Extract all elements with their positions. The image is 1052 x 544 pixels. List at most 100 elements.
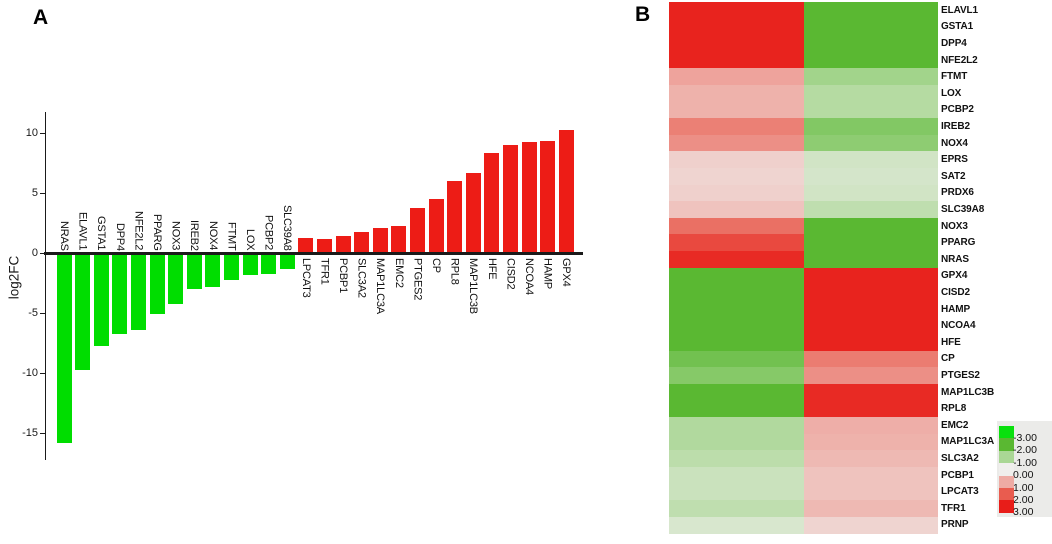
heatmap-cell (803, 35, 938, 53)
heatmap-cell (803, 367, 938, 385)
heatmap-cell (669, 500, 804, 517)
bar (372, 228, 388, 254)
heatmap-row-label: PTGES2 (941, 369, 980, 381)
legend-color-swatch (999, 500, 1014, 514)
heatmap-cell (803, 51, 938, 69)
heatmap-cell (669, 68, 804, 86)
heatmap-row-label: CP (941, 353, 955, 365)
legend-color-swatch (999, 463, 1014, 476)
y-tick-label: -15 (22, 426, 38, 439)
bar (186, 253, 202, 290)
heatmap-cell (669, 433, 804, 451)
heatmap-cell (803, 417, 938, 434)
heatmap-row-label: PRNP (941, 519, 969, 531)
legend-color-swatch (999, 450, 1014, 464)
heatmap-cell (669, 466, 804, 484)
heatmap-cell (669, 251, 804, 268)
heatmap-cell (803, 284, 938, 302)
bar-label: NOX3 (169, 221, 182, 251)
heatmap-row-label: HFE (941, 336, 961, 348)
heatmap-row-label: ELAVL1 (941, 4, 978, 16)
bar-label: CP (430, 258, 442, 273)
bar-label: NFE2L2 (132, 211, 145, 251)
heatmap-cell (803, 101, 938, 119)
panel-b-label: B (635, 3, 651, 26)
legend-color-swatch (999, 475, 1014, 489)
bar (75, 253, 91, 370)
heatmap-cell (803, 500, 938, 517)
heatmap-cell (803, 317, 938, 335)
bar-label: PCBP2 (262, 215, 275, 251)
y-tick-label: 0 (31, 246, 38, 259)
zero-line (44, 251, 583, 255)
bar (56, 253, 72, 443)
bar-label: HFE (485, 258, 498, 280)
bar-label: LOX (244, 229, 256, 251)
heatmap-cell (803, 300, 938, 318)
heatmap-row-label: EMC2 (941, 419, 969, 431)
heatmap-row-label: GPX4 (941, 270, 968, 282)
heatmap-cell (803, 184, 938, 202)
heatmap-row-label: PCBP1 (941, 469, 974, 481)
bar (391, 225, 407, 254)
heatmap-cell (669, 2, 804, 19)
heatmap-cell (669, 483, 804, 501)
bar-label: GSTA1 (95, 216, 108, 251)
bar (130, 253, 146, 331)
heatmap-row-label: SLC3A2 (941, 452, 979, 464)
heatmap-cell (803, 68, 938, 86)
bar (298, 238, 314, 254)
bar (261, 253, 277, 274)
heatmap-cell (669, 383, 804, 401)
legend-color-swatch (999, 426, 1014, 439)
bar (149, 253, 165, 315)
bar-label: LPCAT3 (299, 258, 312, 298)
heatmap-row-label: NCOA4 (941, 320, 976, 332)
bar (484, 152, 500, 254)
legend-tick-label: 0.00 (1013, 469, 1034, 482)
heatmap-cell (669, 118, 804, 136)
bar-label: NCOA4 (523, 258, 535, 295)
y-tick-label: -5 (28, 306, 38, 319)
heatmap-cell (803, 483, 938, 501)
panel-a-label: A (33, 6, 49, 29)
heatmap-row-label: HAMP (941, 303, 971, 315)
heatmap-cell (803, 234, 938, 252)
bar-label: TFR1 (318, 258, 331, 285)
bar-label: IREB2 (188, 219, 201, 251)
heatmap-cell (803, 433, 938, 451)
bar (93, 253, 109, 346)
bar (168, 253, 184, 304)
bar (447, 181, 463, 254)
heatmap-cell (669, 168, 804, 185)
heatmap-row-label: RPL8 (941, 403, 967, 415)
heatmap-row-label: PCBP2 (941, 104, 974, 116)
heatmap-cell (669, 516, 804, 534)
heatmap-cell (803, 400, 938, 418)
bar-label: ELAVL1 (76, 212, 89, 251)
bar (428, 199, 444, 254)
bar (521, 141, 537, 254)
heatmap-cell (669, 234, 804, 252)
heatmap-cell (669, 201, 804, 219)
heatmap-cell (803, 251, 938, 268)
y-axis-title: log2FC (6, 255, 22, 300)
heatmap-row-label: MAP1LC3A (941, 436, 995, 448)
y-tick (40, 252, 46, 255)
heatmap-row-label: GSTA1 (941, 21, 974, 33)
heatmap-cell (803, 350, 938, 368)
bar-label: NRAS (58, 220, 70, 251)
bar-label: MAP1LC3B (467, 258, 480, 314)
heatmap-cell (669, 400, 804, 418)
heatmap-row-label: PPARG (941, 237, 976, 249)
bar (242, 253, 258, 275)
heatmap-row-label: EPRS (941, 154, 968, 166)
heatmap-row-label: IREB2 (941, 120, 970, 132)
heatmap-row-label: PRDX6 (941, 187, 974, 199)
heatmap-cell (669, 350, 804, 368)
y-tick-label: -10 (22, 366, 38, 379)
legend-color-swatch (999, 438, 1014, 452)
bar-label: DPP4 (113, 222, 126, 251)
heatmap-cell (669, 217, 804, 235)
bar-label: FTMT (225, 221, 238, 251)
